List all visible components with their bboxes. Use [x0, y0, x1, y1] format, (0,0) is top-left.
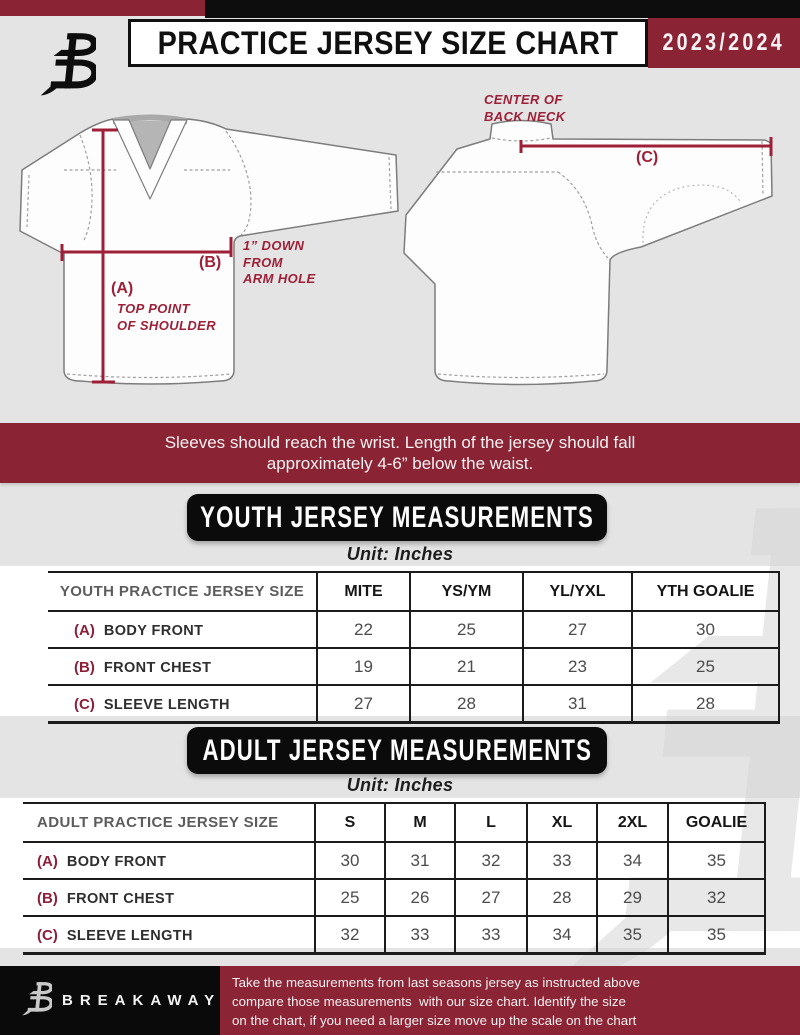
fit-note-line1: Sleeves should reach the wrist. Length o…: [164, 432, 636, 452]
column-header: GOALIE: [667, 802, 766, 842]
footer-brand-name: BREAKAWAY: [62, 992, 222, 1009]
table-cell: 35: [596, 915, 668, 955]
measurement-note-b: 1” DOWN FROM ARM HOLE: [243, 238, 316, 286]
row-label: (B) FRONT CHEST: [48, 647, 317, 685]
table-row: (B) FRONT CHEST 25 26 27 28 29 32: [23, 878, 766, 916]
table-cell: 34: [596, 841, 668, 879]
jersey-diagram: [19, 114, 773, 386]
table-cell: 28: [631, 684, 780, 724]
table-cell: 32: [454, 841, 527, 879]
table-row: (A) BODY FRONT 30 31 32 33 34 35: [23, 841, 766, 879]
footer-note-line1: Take the measurements from last seasons …: [232, 975, 640, 990]
page-title-text: PRACTICE JERSEY SIZE CHART: [157, 24, 619, 61]
table-row: (B) FRONT CHEST 19 21 23 25: [48, 647, 780, 685]
measurement-label-a: (A): [111, 280, 134, 297]
table-cell: 23: [522, 647, 632, 685]
column-header: S: [314, 802, 385, 842]
table-cell: 33: [384, 915, 455, 955]
column-header: YL/YXL: [522, 571, 632, 611]
table-cell: 34: [526, 915, 597, 955]
youth-size-table: YOUTH PRACTICE JERSEY SIZE MITE YS/YM YL…: [48, 571, 780, 724]
measurement-lines: [60, 128, 773, 384]
youth-unit-label: Unit: Inches: [346, 544, 454, 564]
youth-header-row: YOUTH PRACTICE JERSEY SIZE MITE YS/YM YL…: [48, 571, 780, 611]
season-badge: 2023/2024: [648, 18, 800, 68]
column-header: ADULT PRACTICE JERSEY SIZE: [23, 802, 315, 842]
table-row: (C) SLEEVE LENGTH 32 33 33 34 35 35: [23, 915, 766, 955]
header-black-bar: [205, 0, 800, 18]
footer-instructions: Take the measurements from last seasons …: [220, 966, 800, 1035]
table-cell: 21: [409, 647, 523, 685]
row-label: (B) FRONT CHEST: [23, 878, 315, 916]
header-maroon-bar: [0, 0, 205, 16]
page-title: PRACTICE JERSEY SIZE CHART: [128, 19, 648, 67]
season-badge-text: 2023/2024: [662, 29, 786, 56]
column-header: 2XL: [596, 802, 668, 842]
fit-note-line2: approximately 4-6” below the waist.: [266, 454, 534, 473]
column-header: YOUTH PRACTICE JERSEY SIZE: [48, 571, 317, 611]
table-cell: 26: [384, 878, 455, 916]
table-cell: 27: [454, 878, 527, 916]
row-label: (C) SLEEVE LENGTH: [48, 684, 317, 724]
table-cell: 31: [522, 684, 632, 724]
table-cell: 25: [409, 610, 523, 648]
column-header: L: [454, 802, 527, 842]
table-cell: 25: [314, 878, 385, 916]
table-cell: 27: [316, 684, 410, 724]
table-cell: 22: [316, 610, 410, 648]
measurement-note-c: CENTER OF BACK NECK: [484, 92, 566, 124]
fit-note-banner: Sleeves should reach the wrist. Length o…: [0, 423, 800, 483]
footer-brand-panel: BREAKAWAY: [0, 966, 220, 1035]
table-cell: 28: [409, 684, 523, 724]
jersey-back-illustration: [403, 119, 773, 386]
row-label: (C) SLEEVE LENGTH: [23, 915, 315, 955]
table-cell: 28: [526, 878, 597, 916]
footer-breakaway-logo-icon: [22, 979, 54, 1022]
table-row: (A) BODY FRONT 22 25 27 30: [48, 610, 780, 648]
measurement-label-c: (C): [636, 149, 659, 166]
row-label: (A) BODY FRONT: [23, 841, 315, 879]
footer-note-line2: compare those measurements with our size…: [232, 994, 626, 1009]
adult-section-heading: ADULT JERSEY MEASUREMENTS: [187, 727, 607, 774]
column-header: YS/YM: [409, 571, 523, 611]
jersey-front-illustration: [19, 114, 399, 385]
column-header: MITE: [316, 571, 410, 611]
table-cell: 35: [667, 915, 766, 955]
youth-section-heading: YOUTH JERSEY MEASUREMENTS: [187, 494, 607, 541]
table-cell: 19: [316, 647, 410, 685]
table-row: (C) SLEEVE LENGTH 27 28 31 28: [48, 684, 780, 724]
measurement-label-b: (B): [199, 254, 222, 271]
table-cell: 31: [384, 841, 455, 879]
table-cell: 32: [667, 878, 766, 916]
measurement-note-a: TOP POINT OF SHOULDER: [117, 301, 217, 333]
column-header: M: [384, 802, 455, 842]
column-header: YTH GOALIE: [631, 571, 780, 611]
table-cell: 32: [314, 915, 385, 955]
table-cell: 33: [454, 915, 527, 955]
row-label: (A) BODY FRONT: [48, 610, 317, 648]
adult-unit-label: Unit: Inches: [346, 775, 454, 795]
column-header: XL: [526, 802, 597, 842]
table-cell: 27: [522, 610, 632, 648]
adult-size-table: ADULT PRACTICE JERSEY SIZE S M L XL 2XL …: [23, 802, 766, 955]
table-cell: 33: [526, 841, 597, 879]
table-cell: 25: [631, 647, 780, 685]
table-cell: 30: [631, 610, 780, 648]
table-cell: 30: [314, 841, 385, 879]
breakaway-b-logo-icon: [40, 25, 99, 106]
table-cell: 29: [596, 878, 668, 916]
adult-header-row: ADULT PRACTICE JERSEY SIZE S M L XL 2XL …: [23, 802, 766, 842]
table-cell: 35: [667, 841, 766, 879]
footer-note-line3: on the chart, if you need a larger size …: [232, 1013, 637, 1028]
jersey-front-seams: [26, 130, 392, 379]
